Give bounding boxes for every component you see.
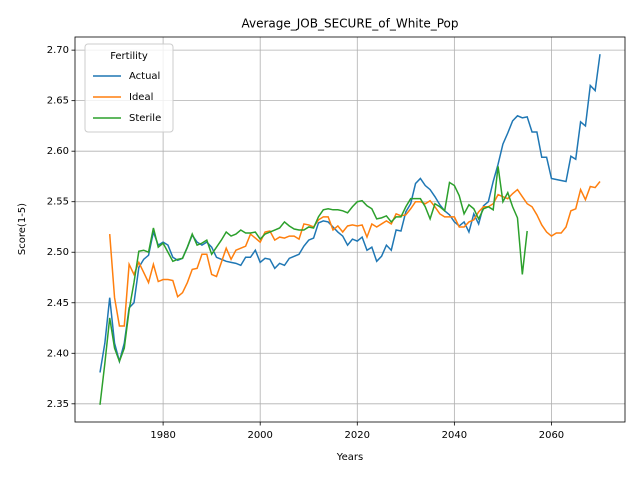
- x-tick-label: 2020: [345, 430, 370, 441]
- legend-label: Sterile: [129, 113, 161, 124]
- legend-title: Fertility: [110, 51, 148, 62]
- axes-frame: [74, 36, 626, 423]
- y-tick-label: 2.70: [47, 45, 69, 56]
- y-tick-label: 2.60: [47, 146, 69, 157]
- chart-title: Average_JOB_SECURE_of_White_Pop: [241, 17, 458, 31]
- y-tick-label: 2.65: [47, 96, 69, 107]
- legend: Fertility Actual Ideal Sterile: [84, 43, 174, 133]
- y-tick-label: 2.40: [47, 348, 69, 359]
- x-tick-label: 2060: [539, 430, 564, 441]
- legend-label: Ideal: [129, 92, 153, 103]
- lines: [99, 54, 601, 405]
- y-axis-label: Score(1-5): [17, 203, 28, 255]
- y-tick-label: 2.35: [47, 399, 69, 410]
- y-tick-label: 2.50: [47, 247, 69, 258]
- x-tick-label: 1980: [150, 430, 175, 441]
- x-tick-label: 2000: [247, 430, 272, 441]
- y-tick-label: 2.55: [47, 197, 69, 208]
- series-line: [108, 181, 601, 327]
- x-tick-label: 2040: [442, 430, 467, 441]
- legend-label: Actual: [129, 71, 160, 82]
- y-tick-label: 2.45: [47, 298, 69, 309]
- x-axis-label: Years: [336, 452, 363, 463]
- grid: [75, 37, 625, 422]
- series-line: [99, 166, 528, 405]
- legend-box: [84, 43, 174, 133]
